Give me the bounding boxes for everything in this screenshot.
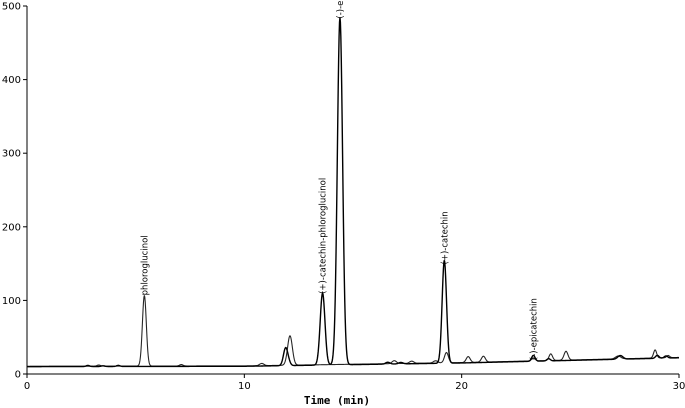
y-tick-label: 500 bbox=[2, 2, 21, 13]
peak-annotation: (-)-epicatechin-phloroglucinol bbox=[336, 0, 346, 19]
y-tick-label: 100 bbox=[2, 296, 21, 307]
peak-annotation: (+)-catechin bbox=[440, 211, 450, 264]
y-tick-label: 200 bbox=[2, 222, 21, 233]
x-axis-title: Time (min) bbox=[304, 394, 370, 407]
peak-annotation: phloroglucinol bbox=[140, 235, 150, 295]
peak-annotation: (-)-epicatechin bbox=[529, 298, 539, 360]
series-line bbox=[27, 17, 680, 368]
x-tick-label: 10 bbox=[238, 381, 251, 392]
axes bbox=[26, 6, 679, 375]
peak-labels: phloroglucinol (+)-catechin-phloroglucino… bbox=[140, 0, 539, 360]
peak-annotation: (+)-catechin-phloroglucinol bbox=[319, 178, 329, 294]
y-tick-label: 400 bbox=[2, 75, 21, 86]
y-tick-label: 300 bbox=[2, 149, 21, 160]
series-line bbox=[27, 295, 680, 367]
x-tick-label: 30 bbox=[673, 381, 685, 392]
traces bbox=[27, 17, 680, 368]
x-tick-label: 0 bbox=[24, 381, 30, 392]
x-tick-label: 20 bbox=[455, 381, 468, 392]
y-tick-label: 0 bbox=[15, 370, 21, 381]
